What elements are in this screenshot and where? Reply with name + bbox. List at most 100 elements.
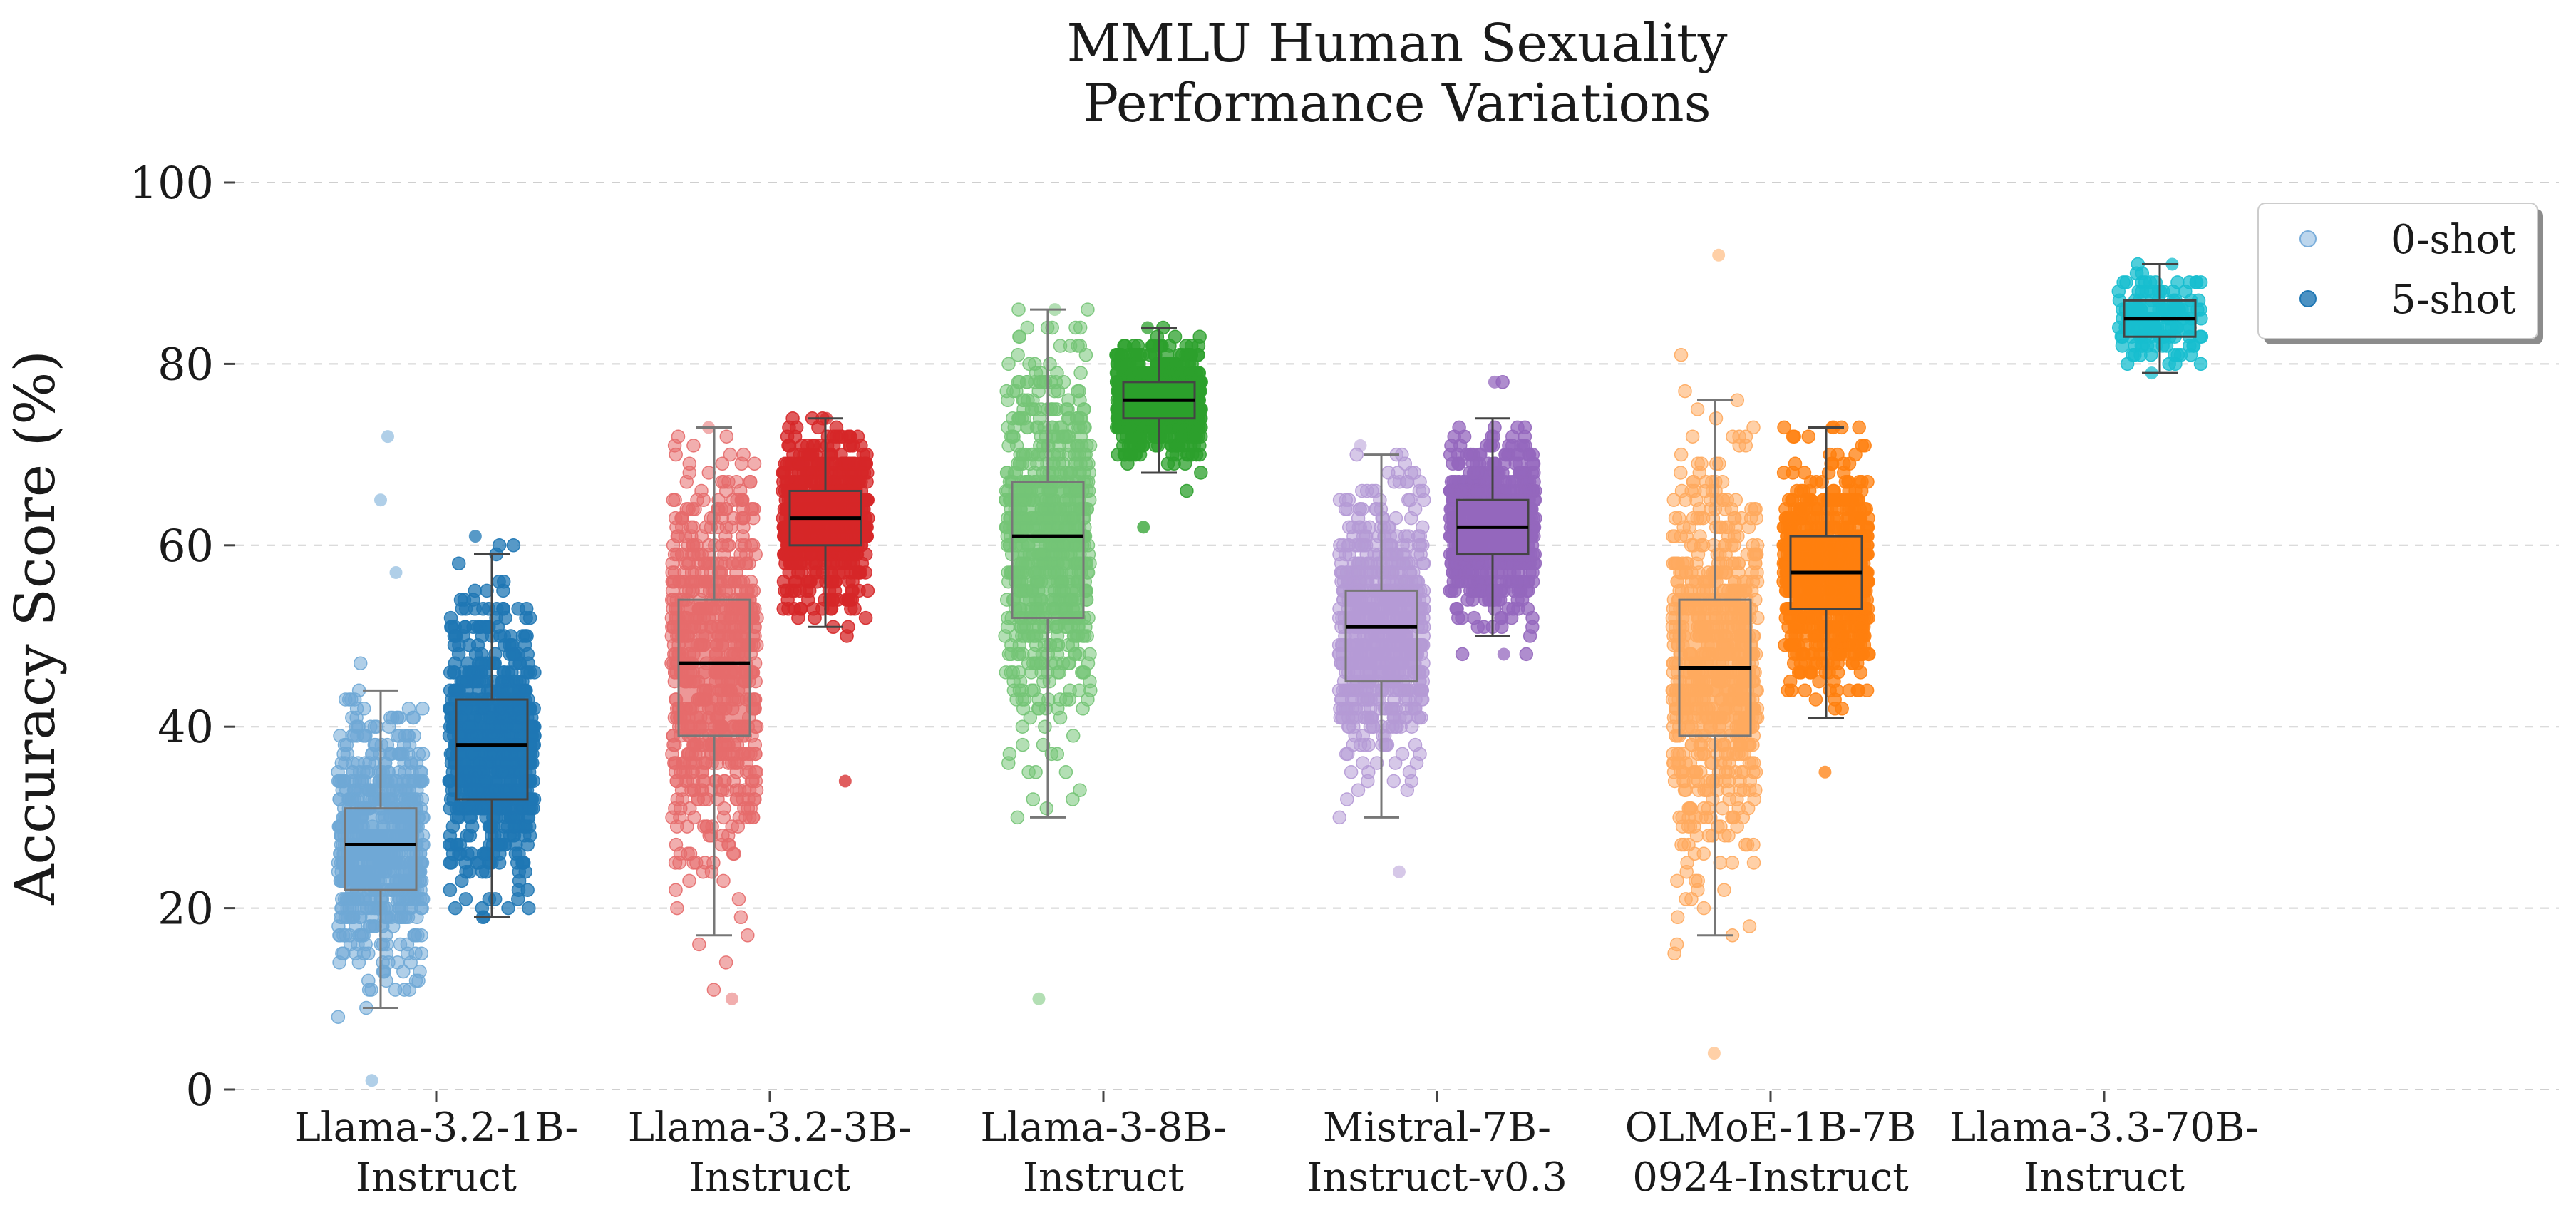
cat1-0-shot-point xyxy=(687,439,700,452)
cat1-0-shot-point xyxy=(709,739,722,752)
cat2-0-shot-point xyxy=(1005,430,1018,443)
cat3-0-shot-point xyxy=(1356,757,1369,769)
cat1-0-shot-point-min xyxy=(726,993,738,1005)
cat3-0-shot-point xyxy=(1403,766,1416,779)
cat0-5-shot-point xyxy=(463,829,476,842)
cat3-0-shot-point xyxy=(1399,712,1412,724)
cat2-0-shot-point xyxy=(1053,666,1066,679)
cat0-0-shot-outlier-1 xyxy=(381,430,394,443)
cat1-0-shot-point xyxy=(717,874,730,887)
cat3-0-shot-point xyxy=(1341,793,1354,806)
cat0-5-shot-point xyxy=(520,603,533,615)
cat0-0-shot-point xyxy=(380,974,393,987)
cat0-5-shot-point xyxy=(459,856,472,869)
cat1-5-shot-point xyxy=(840,630,853,642)
cat0-0-shot-point xyxy=(362,974,375,987)
cat1-0-shot-point xyxy=(736,793,749,806)
cat3-0-shot-point xyxy=(1350,684,1363,697)
cat2-0-shot-point xyxy=(1073,784,1086,796)
cat1-0-shot-point xyxy=(697,493,710,506)
cat1-0-shot-point xyxy=(734,911,747,923)
cat3-0-shot-point xyxy=(1366,485,1379,498)
cat1-0-shot-point xyxy=(695,784,708,796)
cat1-5-shot-point xyxy=(842,430,855,443)
cat3-0-shot-point xyxy=(1336,712,1349,724)
cat0-0-shot-point xyxy=(401,729,414,742)
cat3-0-shot-point xyxy=(1339,493,1352,506)
cat0-5-shot-point xyxy=(487,675,500,688)
cat0-0-shot-point xyxy=(385,747,398,760)
cat1-0-shot-point xyxy=(733,893,746,906)
cat2-0-shot-point xyxy=(1053,439,1066,452)
cat2-0-shot-point xyxy=(1059,766,1072,779)
cat2-0-shot-point xyxy=(1012,303,1025,316)
cat3-0-shot-point xyxy=(1354,503,1366,516)
cat2-0-shot-point xyxy=(1029,766,1042,779)
cat1-0-shot-point xyxy=(720,430,733,443)
cat2-0-shot-point xyxy=(1010,693,1023,706)
cat0-5-shot-point xyxy=(489,893,502,906)
cat2-0-shot-point xyxy=(1012,666,1025,679)
cat1-0-shot-point xyxy=(741,929,754,942)
cat0-0-shot-point xyxy=(366,911,378,923)
cat1-0-shot-point xyxy=(722,839,735,851)
cat1-0-shot-point xyxy=(735,457,748,470)
cat2-0-shot-point xyxy=(1071,339,1084,352)
cat0-0-shot-point xyxy=(354,657,367,670)
cat1-5-shot-point xyxy=(861,493,874,506)
cat1-5-shot-point-min xyxy=(839,775,852,788)
cat0-5-shot-point xyxy=(443,775,456,788)
cat3-0-shot-point xyxy=(1413,485,1426,498)
cat1-5-shot-point xyxy=(793,584,806,597)
cat2-5-shot-point xyxy=(1150,330,1163,343)
cat0-5-shot-point xyxy=(506,684,519,697)
cat2-5-shot-point xyxy=(1165,439,1178,452)
cat1-0-shot-point xyxy=(734,575,747,588)
cat0-5-shot-point xyxy=(512,883,525,896)
cat3-0-shot-point xyxy=(1402,493,1415,506)
cat1-0-shot-point xyxy=(683,457,696,470)
cat3-0-shot-point xyxy=(1336,566,1349,579)
cat1-5-shot-point xyxy=(782,439,795,452)
cat2-5-shot-point xyxy=(1110,349,1123,362)
cat0-5-shot-point xyxy=(516,856,529,869)
cat2-5-shot-point xyxy=(1181,366,1194,379)
cat2-0-shot-point xyxy=(1021,421,1034,434)
cat1-0-shot-point xyxy=(685,747,698,760)
cat0-0-shot-point xyxy=(345,911,358,923)
cat1-0-shot-point xyxy=(748,457,761,470)
cat0-0-shot-outlier-0 xyxy=(374,493,387,506)
cat1-5-shot-point xyxy=(848,466,861,479)
cat0-5-shot-point xyxy=(487,820,500,833)
cat1-5-shot-point xyxy=(861,584,874,597)
cat1-5-shot-point xyxy=(778,457,791,470)
cat2-0-shot-point xyxy=(1011,349,1024,362)
cat3-0-shot-point xyxy=(1409,739,1422,752)
cat3-0-shot-point xyxy=(1365,557,1378,570)
cat1-5-shot-point xyxy=(808,612,821,625)
cat2-0-shot-point xyxy=(1027,630,1040,642)
cat3-0-shot-point xyxy=(1366,720,1379,733)
cat1-5-shot-point xyxy=(818,457,830,470)
cat2-5-shot-point xyxy=(1195,421,1207,434)
cat3-0-shot-point xyxy=(1415,712,1428,724)
cat1-0-shot-point xyxy=(718,476,731,488)
cat1-0-shot-point xyxy=(718,802,731,815)
cat3-0-shot-point-max xyxy=(1354,439,1367,452)
cat2-0-shot-point xyxy=(1051,747,1063,760)
cat1-0-shot-point xyxy=(671,902,684,915)
cat0-5-shot-point xyxy=(514,657,527,670)
cat2-0-shot-point xyxy=(1080,457,1093,470)
cat3-0-shot-point xyxy=(1376,512,1389,525)
cat2-0-shot-point xyxy=(1003,747,1016,760)
cat1-0-shot-point xyxy=(749,548,762,561)
cat1-0-shot-point xyxy=(726,820,738,833)
cat2-5-shot-point xyxy=(1176,430,1189,443)
cat2-0-shot-point xyxy=(1074,412,1087,425)
cat0-5-shot-point xyxy=(477,603,490,615)
cat2-0-shot-point xyxy=(1016,394,1029,406)
cat1-0-shot-point xyxy=(676,521,689,533)
cat2-0-shot-point xyxy=(999,630,1011,642)
cat0-5-shot-point xyxy=(443,802,456,815)
